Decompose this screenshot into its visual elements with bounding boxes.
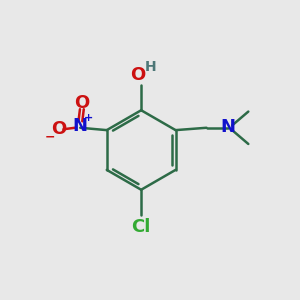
Text: N: N — [220, 118, 235, 136]
Text: O: O — [130, 66, 145, 84]
Text: H: H — [145, 60, 157, 74]
Text: O: O — [51, 120, 67, 138]
Text: Cl: Cl — [131, 218, 151, 236]
Text: O: O — [74, 94, 89, 112]
Text: −: − — [44, 131, 55, 144]
Text: N: N — [73, 117, 88, 135]
Text: +: + — [84, 113, 93, 123]
